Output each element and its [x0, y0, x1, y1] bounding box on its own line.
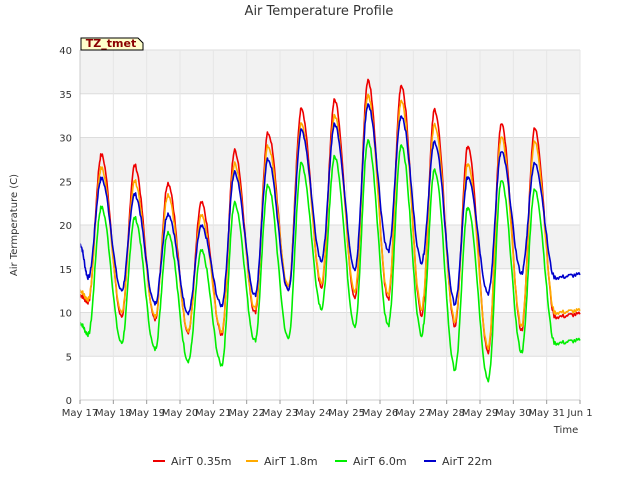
x-tick-label: May 30	[495, 408, 532, 419]
y-tick-label: 25	[59, 177, 72, 188]
x-tick-label: May 24	[295, 408, 332, 419]
legend-item: AirT 0.35m	[153, 455, 232, 468]
x-tick-label: May 26	[362, 408, 399, 419]
y-axis-label: Air Termperature (C)	[9, 174, 20, 276]
plot-band	[80, 225, 580, 269]
x-tick-label: May 27	[395, 408, 432, 419]
series-line-airt-6-0m	[79, 139, 581, 383]
tz-tmet-label: TZ_tmet	[86, 37, 136, 50]
x-tick-label: May 28	[428, 408, 465, 419]
series-line-airt-1-8m	[79, 93, 581, 351]
tz-tmet-tag: TZ_tmet	[80, 37, 144, 51]
y-tick-label: 40	[59, 46, 72, 57]
x-tick-label: May 19	[128, 408, 165, 419]
chart-title: Air Temperature Profile	[245, 4, 394, 19]
x-tick-label: May 22	[228, 408, 265, 419]
x-tick-label: May 29	[462, 408, 499, 419]
legend-label: AirT 1.8m	[264, 455, 318, 468]
x-tick-label: May 17	[62, 408, 99, 419]
legend-item: AirT 22m	[424, 455, 492, 468]
x-axis-label: Time	[553, 425, 578, 436]
y-tick-label: 0	[66, 396, 72, 407]
series-line-airt-22m	[79, 103, 581, 316]
y-tick-label: 15	[59, 265, 72, 276]
plot-band	[80, 50, 580, 94]
y-tick-label: 35	[59, 90, 72, 101]
y-tick-label: 10	[59, 309, 72, 320]
x-tick-label: Jun 1	[566, 408, 592, 419]
axes	[79, 50, 580, 401]
legend: AirT 0.35m AirT 1.8m AirT 6.0m AirT 22m	[153, 455, 492, 468]
plot-band	[80, 312, 580, 357]
x-tick-label: May 23	[262, 408, 299, 419]
y-tick-label: 30	[59, 134, 72, 145]
legend-item: AirT 1.8m	[246, 455, 318, 468]
x-tick-label: May 21	[195, 408, 232, 419]
y-tick-label: 5	[66, 352, 72, 363]
x-tick-label: May 25	[328, 408, 365, 419]
data-series	[79, 78, 581, 383]
legend-label: AirT 0.35m	[171, 455, 232, 468]
x-tick-label: May 31	[528, 408, 565, 419]
series-line-airt-0-35m	[79, 78, 581, 355]
legend-item: AirT 6.0m	[335, 455, 407, 468]
x-tick-label: May 20	[162, 408, 199, 419]
x-tick-label: May 18	[95, 408, 132, 419]
legend-label: AirT 22m	[442, 455, 492, 468]
y-axis-ticks: 0 5 10 15 20 25 30 35 40	[59, 46, 72, 407]
y-tick-label: 20	[59, 221, 72, 232]
legend-label: AirT 6.0m	[353, 455, 407, 468]
